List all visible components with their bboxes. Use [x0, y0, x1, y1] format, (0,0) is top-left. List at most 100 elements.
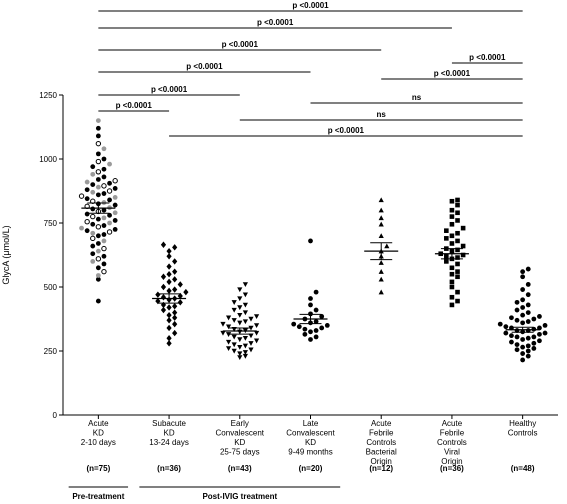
data-point — [95, 133, 101, 139]
data-point — [231, 348, 237, 354]
data-point — [242, 310, 248, 316]
data-point — [455, 261, 460, 267]
data-point — [248, 341, 254, 346]
y-tick-label: 500 — [44, 283, 58, 292]
comparison-label: p <0.0001 — [222, 40, 259, 49]
data-point — [242, 353, 248, 359]
data-point — [520, 351, 526, 356]
data-point — [172, 309, 178, 316]
y-tick-label: 750 — [44, 219, 58, 228]
data-point — [95, 256, 102, 262]
comparison-label: ns — [377, 110, 387, 119]
data-point — [95, 248, 101, 254]
data-point — [444, 236, 449, 241]
data-point — [378, 215, 384, 221]
data-point — [248, 347, 254, 353]
data-point — [520, 269, 526, 275]
data-point — [90, 189, 96, 195]
data-point — [95, 241, 101, 246]
data-point — [231, 334, 237, 340]
category-label-line: Controls — [508, 429, 538, 438]
data-point — [166, 271, 172, 278]
n-label: (n=20) — [299, 464, 323, 473]
data-point — [225, 346, 232, 352]
data-point — [444, 253, 449, 259]
data-point — [79, 225, 84, 231]
data-point — [378, 260, 384, 265]
n-label: (n=43) — [228, 464, 252, 473]
axes-layer: 0 250 500 750 1000 1250 GlycA (μmol/L) — [1, 91, 558, 420]
data-point — [237, 287, 243, 293]
data-point — [509, 333, 514, 339]
data-point — [90, 235, 96, 242]
category-label-line: Origin — [371, 457, 392, 466]
category-label-line: Bacterial — [366, 448, 397, 457]
data-point — [231, 300, 237, 305]
data-point — [455, 255, 460, 260]
data-point — [460, 243, 466, 249]
category-label-line: 13-24 days — [149, 438, 189, 447]
data-point — [525, 302, 531, 308]
data-point — [253, 314, 260, 320]
data-point — [101, 166, 107, 172]
data-point — [531, 334, 537, 340]
data-point — [95, 140, 102, 147]
comparison-label: ns — [412, 93, 422, 102]
data-point — [95, 298, 101, 304]
data-point — [455, 197, 460, 203]
data-point — [95, 177, 101, 182]
data-point — [503, 330, 509, 336]
data-point — [101, 146, 107, 152]
data-point — [166, 278, 172, 286]
data-point — [455, 230, 460, 236]
data-point — [177, 299, 183, 306]
data-point — [101, 207, 107, 213]
data-point — [172, 314, 178, 321]
data-point — [107, 197, 112, 203]
data-point — [112, 186, 118, 191]
data-point — [378, 276, 384, 282]
data-point — [107, 212, 112, 218]
data-point — [525, 282, 531, 287]
data-point — [449, 279, 455, 285]
category-label-line: Subacute — [152, 419, 186, 428]
data-point — [455, 247, 460, 253]
category-label-line: Convalescent — [286, 429, 335, 438]
data-point — [84, 219, 90, 225]
data-point — [313, 319, 319, 324]
data-point — [449, 198, 455, 204]
data-point — [319, 314, 325, 319]
data-point — [225, 324, 232, 330]
category-label-line: KD — [305, 438, 316, 447]
n-label: (n=75) — [86, 464, 110, 473]
data-point — [172, 286, 178, 293]
data-point — [296, 324, 302, 330]
data-point — [455, 210, 460, 216]
data-point — [95, 184, 101, 190]
data-point — [242, 302, 248, 308]
data-point — [78, 193, 85, 199]
data-point — [253, 323, 260, 328]
data-point — [242, 336, 248, 341]
data-point — [172, 276, 178, 283]
data-point — [509, 339, 514, 345]
data-point — [455, 274, 460, 280]
data-point — [378, 269, 384, 274]
data-point — [101, 253, 107, 259]
category-label-line: Origin — [441, 457, 462, 466]
data-point — [160, 273, 167, 280]
data-point — [237, 312, 243, 318]
n-label: (n=12) — [369, 464, 393, 473]
y-tick-label: 250 — [44, 347, 58, 356]
data-point — [172, 320, 178, 328]
data-point — [531, 316, 537, 322]
data-point — [449, 207, 455, 213]
data-point — [90, 259, 96, 264]
data-point — [520, 297, 526, 303]
data-point — [313, 328, 319, 333]
n-label: (n=36) — [440, 464, 464, 473]
data-point — [514, 299, 520, 305]
data-point — [112, 202, 118, 208]
data-point — [537, 338, 542, 344]
data-point — [101, 223, 107, 228]
